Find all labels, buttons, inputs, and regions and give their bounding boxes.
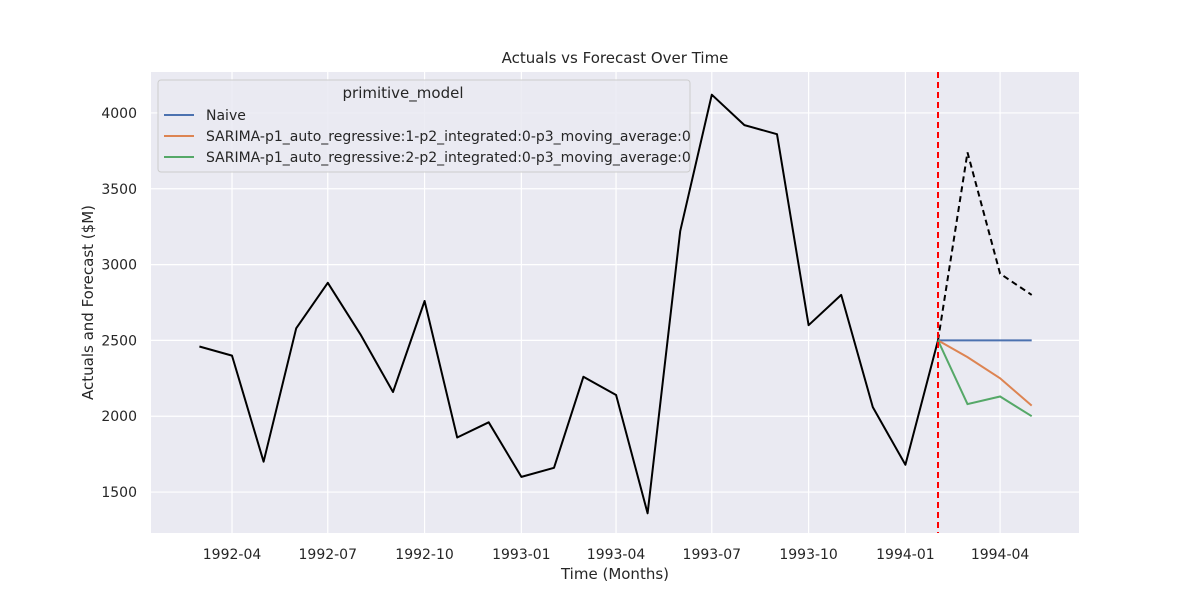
series-layer	[199, 72, 1033, 533]
x-tick-label: 1993-01	[492, 547, 551, 563]
x-tick-label: 1992-10	[395, 547, 454, 563]
x-tick-label: 1994-04	[971, 547, 1030, 563]
x-tick-label: 1994-01	[876, 547, 935, 563]
y-tick-label: 2500	[101, 333, 137, 349]
x-axis-label: Time (Months)	[560, 565, 669, 583]
legend-entry: SARIMA-p1_auto_regressive:1-p2_integrate…	[206, 129, 691, 145]
y-tick-label: 3500	[101, 182, 137, 198]
x-tick-label: 1992-07	[299, 547, 358, 563]
y-tick-label: 2000	[101, 409, 137, 425]
y-tick-label: 4000	[101, 106, 137, 122]
ticks: 1992-04 1992-07 1992-10 1993-01 1993-04 1993-…	[101, 106, 1029, 563]
legend-box	[157, 79, 691, 173]
y-tick-label: 3000	[101, 258, 137, 274]
actuals-future-line	[937, 152, 1033, 341]
actuals-line	[199, 93, 939, 515]
legend-title: primitive_model	[343, 84, 464, 103]
forecast-line-3	[937, 339, 1033, 418]
y-tick-label: 1500	[101, 485, 137, 501]
legend: primitive_model Naive SARIMA-p1_auto_regr…	[157, 79, 691, 173]
x-tick-label: 1992-04	[203, 547, 262, 563]
legend-entry: SARIMA-p1_auto_regressive:2-p2_integrate…	[206, 150, 691, 166]
x-tick-label: 1993-04	[587, 547, 646, 563]
legend-entry: Naive	[206, 108, 246, 124]
chart-title: Actuals vs Forecast Over Time	[502, 49, 729, 67]
y-axis-label: Actuals and Forecast ($M)	[79, 205, 97, 400]
forecast-line-2	[937, 339, 1033, 407]
x-tick-label: 1993-10	[779, 547, 838, 563]
x-tick-label: 1993-07	[683, 547, 742, 563]
